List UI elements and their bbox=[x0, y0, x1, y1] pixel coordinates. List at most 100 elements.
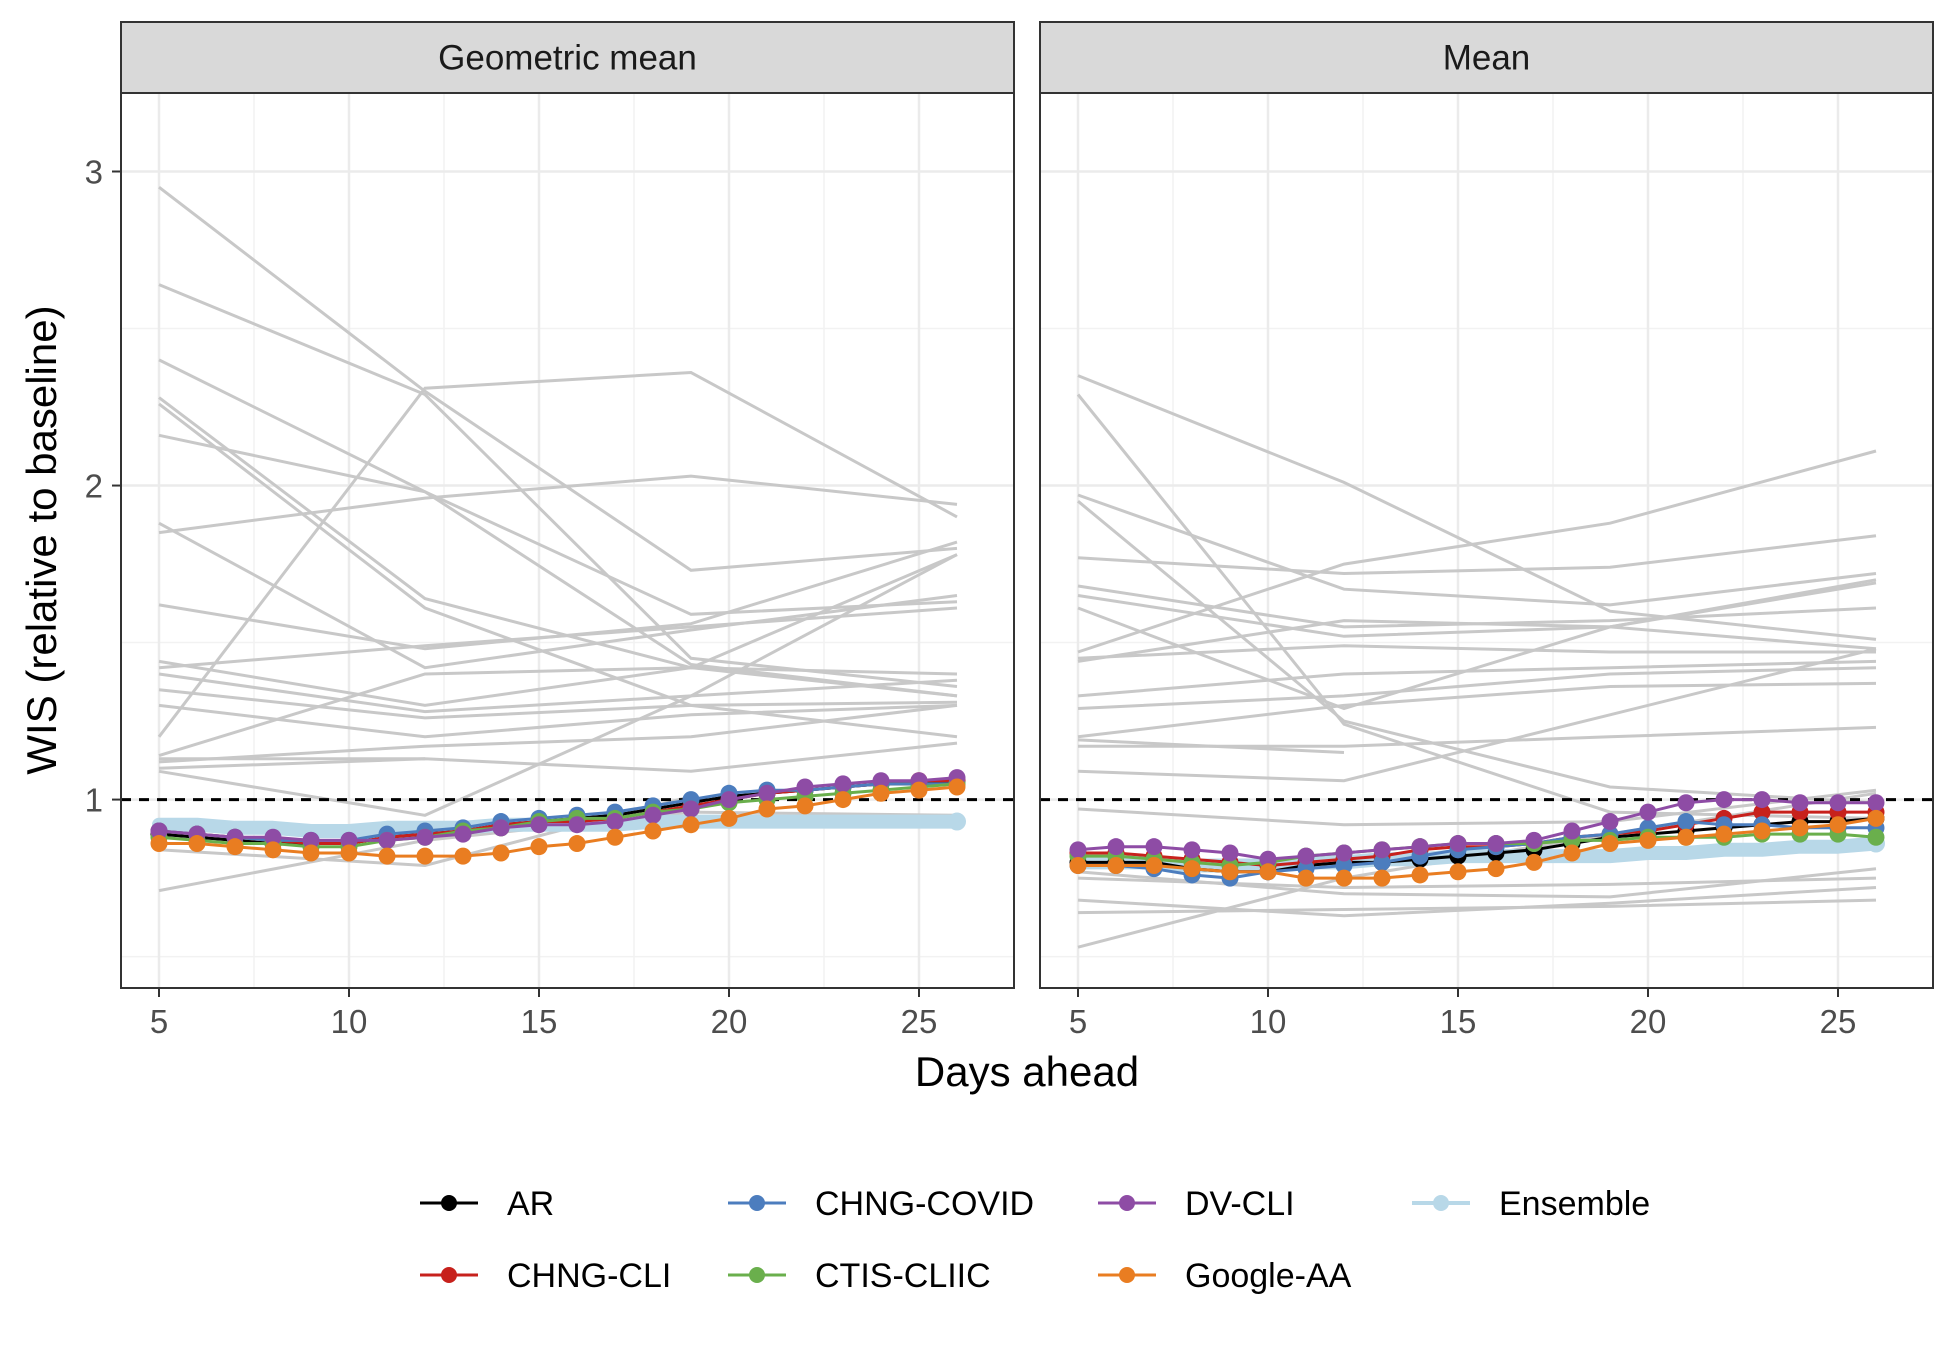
series-line bbox=[1078, 810, 1876, 868]
data-point bbox=[150, 835, 168, 853]
x-tick-label: 5 bbox=[1069, 1003, 1087, 1040]
data-point bbox=[568, 816, 586, 834]
data-point bbox=[568, 835, 586, 853]
plot-background bbox=[121, 93, 1014, 988]
legend-label: AR bbox=[507, 1185, 554, 1223]
legend-entry-dv-cli: DV-CLI bbox=[1098, 1185, 1295, 1223]
data-point bbox=[1411, 838, 1429, 856]
data-point bbox=[1677, 828, 1695, 846]
data-point bbox=[1335, 844, 1353, 862]
background-line bbox=[158, 703, 958, 764]
panel-strip bbox=[120, 21, 1015, 94]
background-line bbox=[1077, 738, 1345, 754]
background-line bbox=[1077, 898, 1877, 915]
data-point bbox=[682, 816, 700, 834]
data-point bbox=[1563, 844, 1581, 862]
background-line bbox=[158, 283, 958, 688]
legend-key-point bbox=[749, 1195, 765, 1211]
x-tick-label: 10 bbox=[331, 1003, 368, 1040]
background-line bbox=[1077, 578, 1877, 663]
data-point bbox=[758, 800, 776, 818]
x-tick-label: 25 bbox=[901, 1003, 938, 1040]
data-point bbox=[226, 838, 244, 856]
data-point bbox=[492, 819, 510, 837]
legend-label: DV-CLI bbox=[1185, 1185, 1295, 1223]
background-line bbox=[1077, 500, 1877, 805]
x-tick-label: 20 bbox=[1630, 1003, 1667, 1040]
legend-key-point bbox=[441, 1267, 457, 1283]
data-point bbox=[1411, 866, 1429, 884]
x-tick-label: 5 bbox=[150, 1003, 168, 1040]
data-point bbox=[720, 791, 738, 809]
data-point bbox=[1867, 828, 1885, 846]
legend-entry-google-aa: Google-AA bbox=[1098, 1257, 1352, 1295]
data-point bbox=[302, 831, 320, 849]
data-point bbox=[1829, 816, 1847, 834]
panel-border bbox=[120, 92, 1015, 989]
panel-title: Mean bbox=[1443, 39, 1531, 78]
data-point bbox=[378, 831, 396, 849]
data-point bbox=[682, 800, 700, 818]
data-point bbox=[1601, 835, 1619, 853]
data-point bbox=[1639, 803, 1657, 821]
series-line bbox=[1077, 798, 1876, 861]
data-point bbox=[1335, 857, 1353, 875]
background-line bbox=[158, 358, 958, 698]
background-line bbox=[158, 474, 958, 535]
data-point bbox=[378, 847, 396, 865]
x-tick-label: 20 bbox=[711, 1003, 748, 1040]
x-tick-label: 15 bbox=[521, 1003, 558, 1040]
data-point bbox=[1791, 794, 1809, 812]
data-point bbox=[1753, 803, 1771, 821]
background-line bbox=[1077, 681, 1877, 739]
background-line bbox=[1077, 449, 1877, 654]
legend: AR CHNG-CLI CHNG-COVID CTIS-CLIIC DV-CLI Goog… bbox=[420, 1185, 1650, 1295]
background-line bbox=[1077, 606, 1877, 711]
background-line bbox=[157, 370, 958, 738]
data-point bbox=[530, 816, 548, 834]
data-point bbox=[1753, 791, 1771, 809]
data-point bbox=[1487, 835, 1505, 853]
data-point bbox=[834, 775, 852, 793]
x-tick-label: 10 bbox=[1250, 1003, 1287, 1040]
legend-entry-chng-cli: CHNG-CLI bbox=[420, 1257, 671, 1295]
data-point bbox=[340, 831, 358, 849]
background-line bbox=[1077, 493, 1877, 607]
background-line bbox=[158, 672, 958, 714]
y-tick-label: 3 bbox=[85, 154, 103, 191]
legend-entry-ensemble: Ensemble bbox=[1412, 1185, 1650, 1223]
legend-key-point bbox=[749, 1267, 765, 1283]
data-point bbox=[1601, 813, 1619, 831]
data-point bbox=[1639, 831, 1657, 849]
x-tick-label: 15 bbox=[1440, 1003, 1477, 1040]
background-line bbox=[1077, 374, 1877, 641]
data-point bbox=[1183, 860, 1201, 878]
background-line bbox=[158, 606, 958, 670]
data-point bbox=[1487, 860, 1505, 878]
series-line bbox=[158, 782, 957, 842]
series-google-aa bbox=[150, 778, 966, 865]
data-point bbox=[948, 778, 966, 796]
background-line bbox=[1077, 666, 1877, 710]
legend-key-point bbox=[1433, 1195, 1449, 1211]
data-point bbox=[1221, 863, 1239, 881]
legend-entry-ctis-cliic: CTIS-CLIIC bbox=[728, 1257, 991, 1295]
background-line bbox=[158, 186, 958, 572]
legend-entry-chng-covid: CHNG-COVID bbox=[728, 1185, 1034, 1223]
background-line bbox=[1077, 659, 1877, 698]
background-line bbox=[1077, 534, 1877, 576]
background-line bbox=[158, 703, 958, 739]
data-point bbox=[948, 812, 966, 831]
background-line bbox=[158, 688, 958, 720]
panel-geometric-mean: Geometric mean 5 10 15 20 25 1 2 3 bbox=[85, 21, 1015, 1040]
y-tick-label: 1 bbox=[85, 782, 103, 819]
data-point bbox=[1677, 794, 1695, 812]
data-point bbox=[1449, 863, 1467, 881]
series-line bbox=[1071, 836, 1883, 873]
data-point bbox=[416, 847, 434, 865]
data-point bbox=[416, 828, 434, 846]
legend-entry-ar: AR bbox=[420, 1185, 554, 1223]
data-point bbox=[188, 835, 206, 853]
data-point bbox=[834, 791, 852, 809]
data-point bbox=[1183, 841, 1201, 859]
